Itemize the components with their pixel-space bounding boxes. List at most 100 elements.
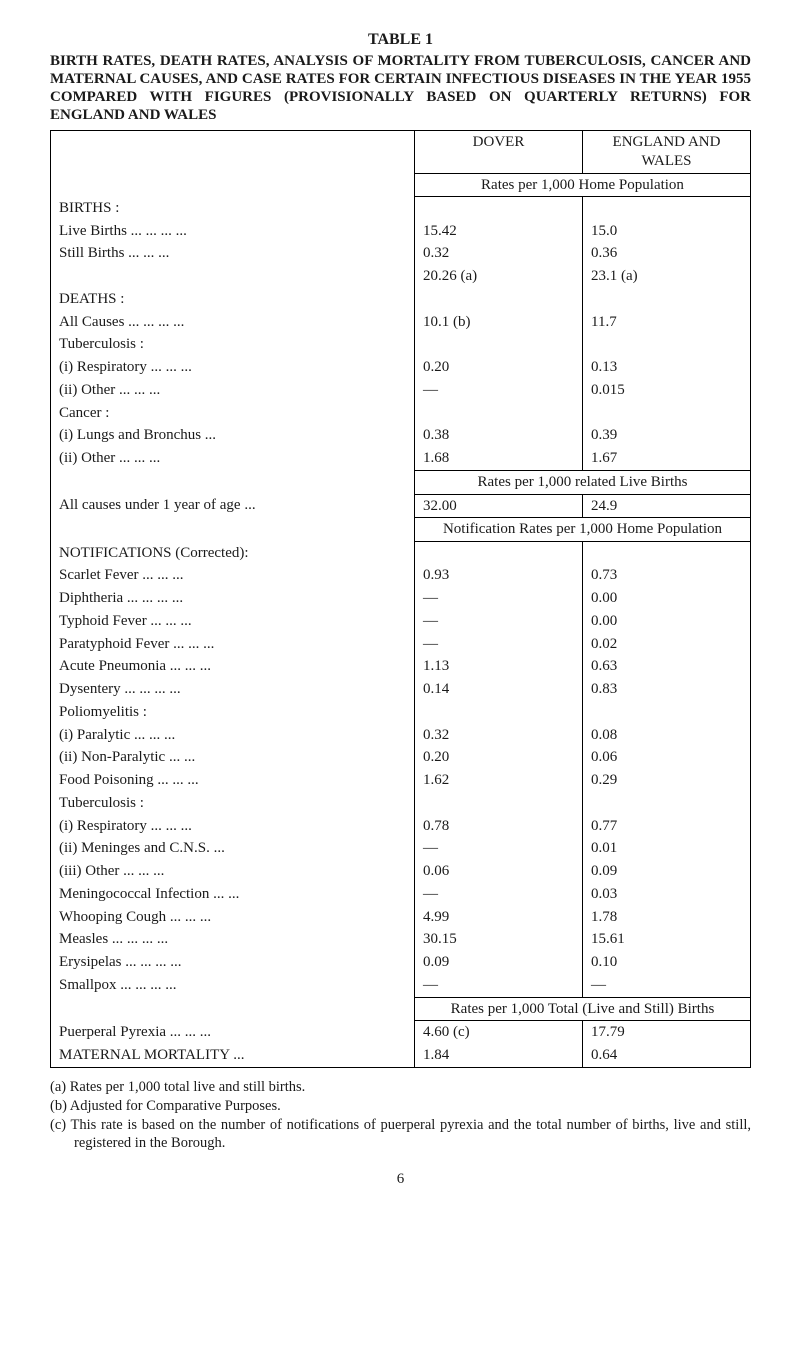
cell-value: 20.26 (a) [415,265,583,288]
row-label: (i) Respiratory ... ... ... [51,815,415,838]
cell-value: 1.13 [415,655,583,678]
cell-value: 0.06 [415,860,583,883]
cell-value: 15.61 [583,928,751,951]
note-b: (b) Adjusted for Comparative Purposes. [50,1097,751,1115]
cell-value: 0.09 [415,951,583,974]
cell-value: — [415,610,583,633]
section-rates-home: Rates per 1,000 Home Population [415,173,751,197]
note-c: (c) This rate is based on the number of … [50,1116,751,1152]
row-label: (ii) Other ... ... ... [51,379,415,402]
page-number: 6 [50,1170,751,1189]
row-label: Smallpox ... ... ... ... [51,974,415,997]
row-label: Measles ... ... ... ... [51,928,415,951]
cell-value: 4.99 [415,906,583,929]
cell-value: 0.00 [583,587,751,610]
row-label: (i) Lungs and Bronchus ... [51,424,415,447]
row-label: Paratyphoid Fever ... ... ... [51,633,415,656]
row-label: (i) Respiratory ... ... ... [51,356,415,379]
cell-value: 15.0 [583,220,751,243]
cell-value: 0.20 [415,356,583,379]
cell-value: 0.32 [415,724,583,747]
cell-value: 0.09 [583,860,751,883]
cell-value: 23.1 (a) [583,265,751,288]
cell-value: 0.14 [415,678,583,701]
row-label: Whooping Cough ... ... ... [51,906,415,929]
cell-value: 15.42 [415,220,583,243]
row-label: (ii) Non-Paralytic ... ... [51,746,415,769]
cell-value: 0.06 [583,746,751,769]
cell-value: — [415,379,583,402]
row-label: Food Poisoning ... ... ... [51,769,415,792]
cell-value: 17.79 [583,1021,751,1044]
col-head-dover: DOVER [415,131,583,174]
col-head-england: ENGLAND AND WALES [583,131,751,174]
cell-value: 0.13 [583,356,751,379]
group-births: BIRTHS : [51,197,415,220]
row-label: (i) Paralytic ... ... ... [51,724,415,747]
cell-value: — [415,633,583,656]
row-label: Dysentery ... ... ... ... [51,678,415,701]
cell-value: 0.29 [583,769,751,792]
group-deaths: DEATHS : [51,288,415,311]
section-notif: Notification Rates per 1,000 Home Popula… [415,518,751,542]
row-label: Live Births ... ... ... ... [51,220,415,243]
row-label: All Causes ... ... ... ... [51,311,415,334]
cell-value: 1.78 [583,906,751,929]
cell-value: 11.7 [583,311,751,334]
cell-value: 0.015 [583,379,751,402]
cell-value: 4.60 (c) [415,1021,583,1044]
row-label: Scarlet Fever ... ... ... [51,564,415,587]
table-subtitle: BIRTH RATES, DEATH RATES, ANALYSIS OF MO… [50,52,751,124]
cell-value: 1.67 [583,447,751,470]
row-label: Typhoid Fever ... ... ... [51,610,415,633]
section-rates-live: Rates per 1,000 related Live Births [415,470,751,494]
table-title: TABLE 1 [50,30,751,50]
row-label: Cancer : [51,402,415,425]
row-label: Still Births ... ... ... [51,242,415,265]
row-label: Tuberculosis : [51,792,415,815]
note-a: (a) Rates per 1,000 total live and still… [50,1078,751,1096]
cell-value: 0.38 [415,424,583,447]
row-label: (ii) Meninges and C.N.S. ... [51,837,415,860]
row-label: Poliomyelitis : [51,701,415,724]
cell-value: 1.62 [415,769,583,792]
row-label: Meningococcal Infection ... ... [51,883,415,906]
cell-value: 1.84 [415,1044,583,1067]
cell-value: 1.68 [415,447,583,470]
cell-value: — [583,974,751,997]
cell-value: 0.63 [583,655,751,678]
row-label: MATERNAL MORTALITY ... [51,1044,415,1067]
row-label: Acute Pneumonia ... ... ... [51,655,415,678]
cell-value: 0.64 [583,1044,751,1067]
cell-value: 0.78 [415,815,583,838]
data-table: DOVER ENGLAND AND WALES Rates per 1,000 … [50,130,751,1068]
row-label: Erysipelas ... ... ... ... [51,951,415,974]
cell-value: 0.32 [415,242,583,265]
cell-value: 0.36 [583,242,751,265]
row-label: Puerperal Pyrexia ... ... ... [51,1021,415,1044]
cell-value: 0.08 [583,724,751,747]
cell-value: 0.00 [583,610,751,633]
cell-value: — [415,837,583,860]
row-label: All causes under 1 year of age ... [51,494,415,518]
cell-value: 0.03 [583,883,751,906]
cell-value: 0.01 [583,837,751,860]
row-label: Diphtheria ... ... ... ... [51,587,415,610]
cell-value: — [415,974,583,997]
footnotes: (a) Rates per 1,000 total live and still… [50,1078,751,1153]
cell-value: — [415,587,583,610]
row-label: (iii) Other ... ... ... [51,860,415,883]
cell-value: 0.93 [415,564,583,587]
row-label: Tuberculosis : [51,333,415,356]
cell-value: 32.00 [415,494,583,518]
cell-value: 24.9 [583,494,751,518]
section-rates-total: Rates per 1,000 Total (Live and Still) B… [415,997,751,1021]
cell-value: 0.83 [583,678,751,701]
cell-value: 0.39 [583,424,751,447]
cell-value: 0.02 [583,633,751,656]
cell-value: 30.15 [415,928,583,951]
cell-value: 0.10 [583,951,751,974]
cell-value: 0.73 [583,564,751,587]
group-notifs: NOTIFICATIONS (Corrected): [51,542,415,565]
cell-value: 0.20 [415,746,583,769]
